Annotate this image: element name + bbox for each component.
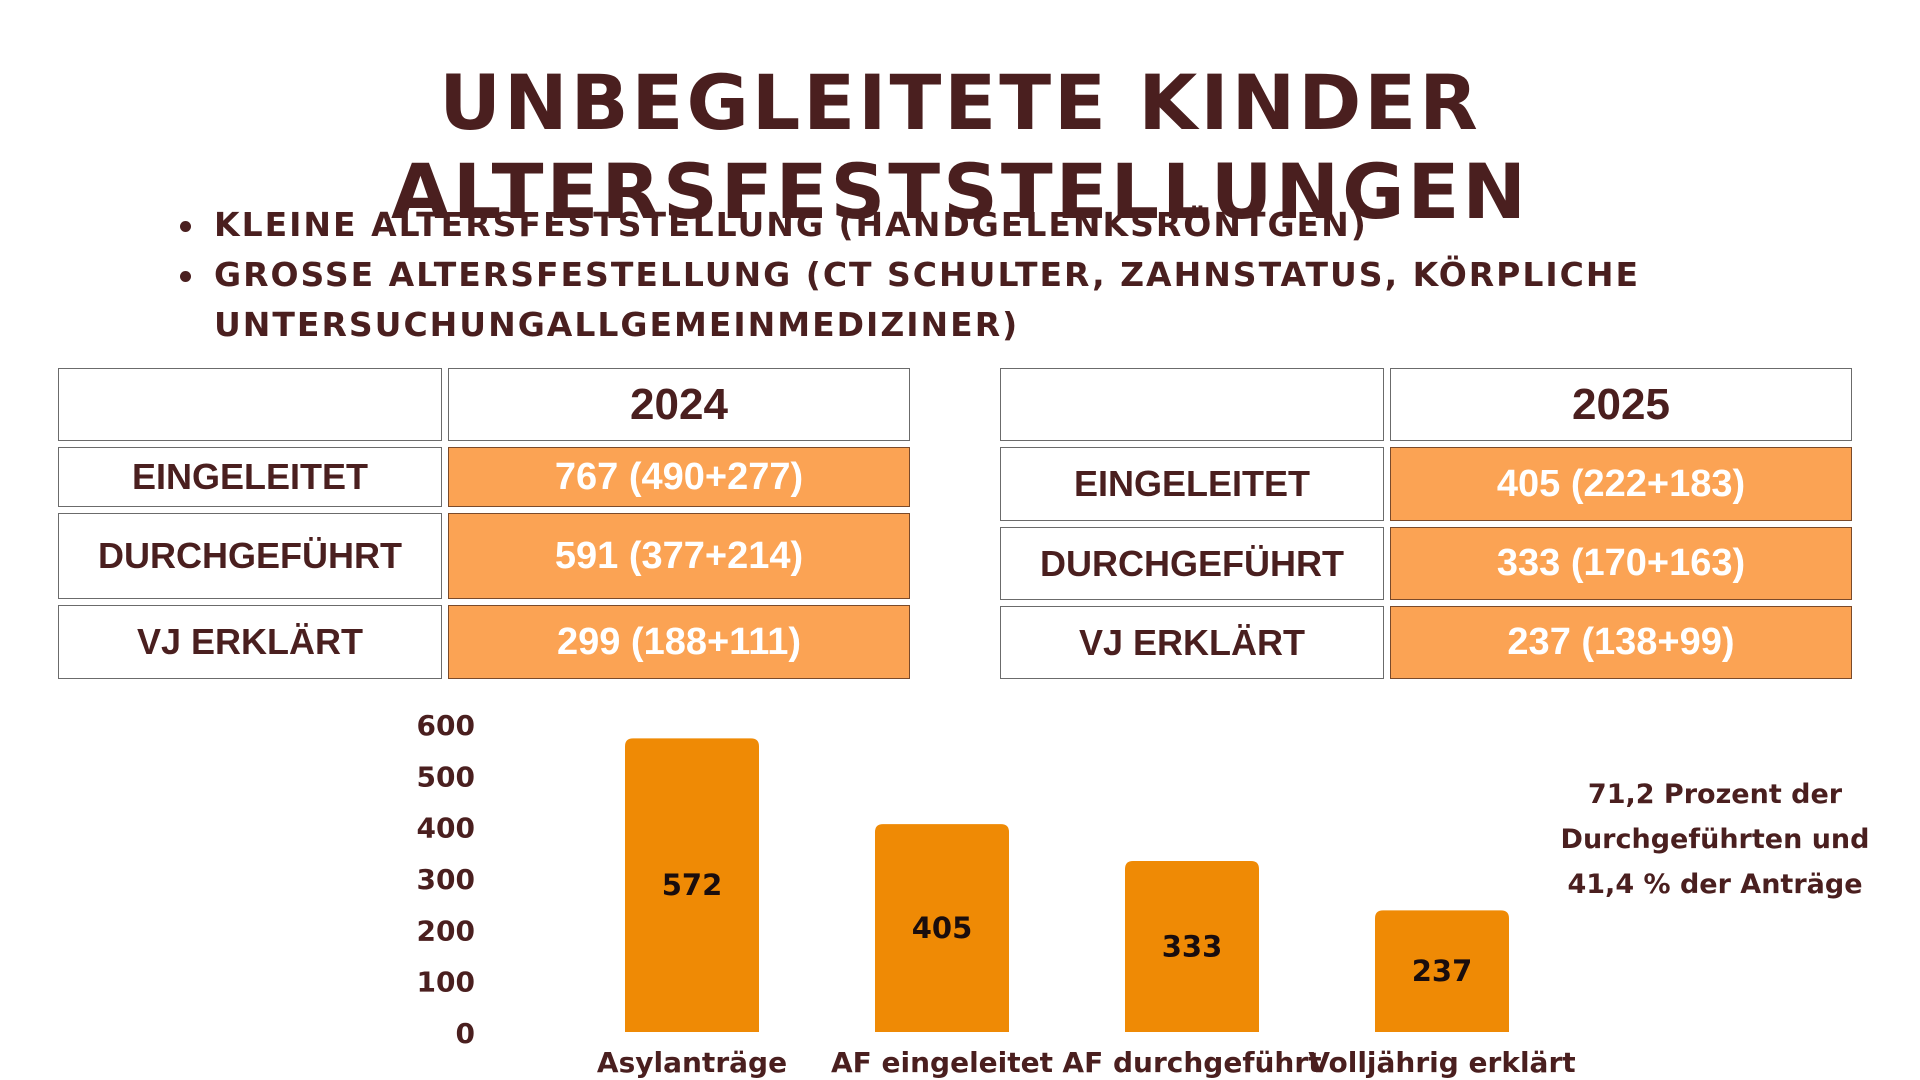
- row-value-eingeleitet: 405 (222+183): [1390, 447, 1852, 521]
- note-line: 41,4 % der Anträge: [1567, 869, 1863, 900]
- row-label-eingeleitet: EINGELEITET: [58, 447, 442, 507]
- bar: [1125, 861, 1259, 1032]
- bar: [625, 738, 759, 1032]
- note-line: 71,2 Prozent der: [1587, 779, 1843, 810]
- row-value-eingeleitet: 767 (490+277): [448, 447, 910, 507]
- y-tick-label: 100: [417, 966, 475, 999]
- x-category-label: AF eingeleitet: [831, 1046, 1053, 1079]
- bullet-item: KLEINE ALTERSFESTSTELLUNG (HANDGELENKSRÖ…: [178, 200, 1734, 250]
- row-label-durchgefuehrt: DURCHGEFÜHRT: [1000, 527, 1384, 600]
- bar: [875, 824, 1009, 1032]
- row-value-durchgefuehrt: 333 (170+163): [1390, 527, 1852, 600]
- row-label-durchgefuehrt: DURCHGEFÜHRT: [58, 513, 442, 599]
- x-category-label: Volljährig erklärt: [1308, 1046, 1575, 1079]
- bullet-item: GROSSE ALTERSFESTELLUNG (CT SCHULTER, ZA…: [178, 250, 1734, 350]
- page-title: UNBEGLEITETE KINDER ALTERSFESTSTELLUNGEN: [391, 58, 1529, 236]
- table-year-header: 2024: [448, 368, 910, 441]
- x-category-label: Asylanträge: [597, 1046, 787, 1079]
- y-tick-label: 200: [417, 914, 475, 947]
- row-label-vj-erklaert: VJ ERKLÄRT: [1000, 606, 1384, 679]
- note-line: Durchgeführten und: [1560, 824, 1870, 855]
- bar-data-label: 572: [662, 868, 723, 902]
- row-value-vj-erklaert: 237 (138+99): [1390, 606, 1852, 679]
- table-header-empty: [58, 368, 442, 441]
- row-label-vj-erklaert: VJ ERKLÄRT: [58, 605, 442, 679]
- y-tick-label: 400: [417, 812, 475, 845]
- row-value-durchgefuehrt: 591 (377+214): [448, 513, 910, 599]
- bar-data-label: 405: [912, 911, 973, 945]
- y-tick-label: 0: [456, 1017, 475, 1050]
- bar-data-label: 237: [1412, 954, 1473, 988]
- row-value-vj-erklaert: 299 (188+111): [448, 605, 910, 679]
- table-header-empty: [1000, 368, 1384, 441]
- row-label-eingeleitet: EINGELEITET: [1000, 447, 1384, 521]
- bar-data-label: 333: [1162, 930, 1223, 964]
- y-tick-label: 500: [417, 760, 475, 793]
- table-year-header: 2025: [1390, 368, 1852, 441]
- y-tick-label: 600: [417, 709, 475, 742]
- bar: [1375, 910, 1509, 1032]
- x-category-label: AF durchgeführt: [1062, 1046, 1321, 1079]
- y-tick-label: 300: [417, 863, 475, 896]
- summary-note: 71,2 Prozent der Durchgeführten und 41,4…: [1545, 772, 1885, 907]
- bullet-list: KLEINE ALTERSFESTSTELLUNG (HANDGELENKSRÖ…: [178, 200, 1734, 350]
